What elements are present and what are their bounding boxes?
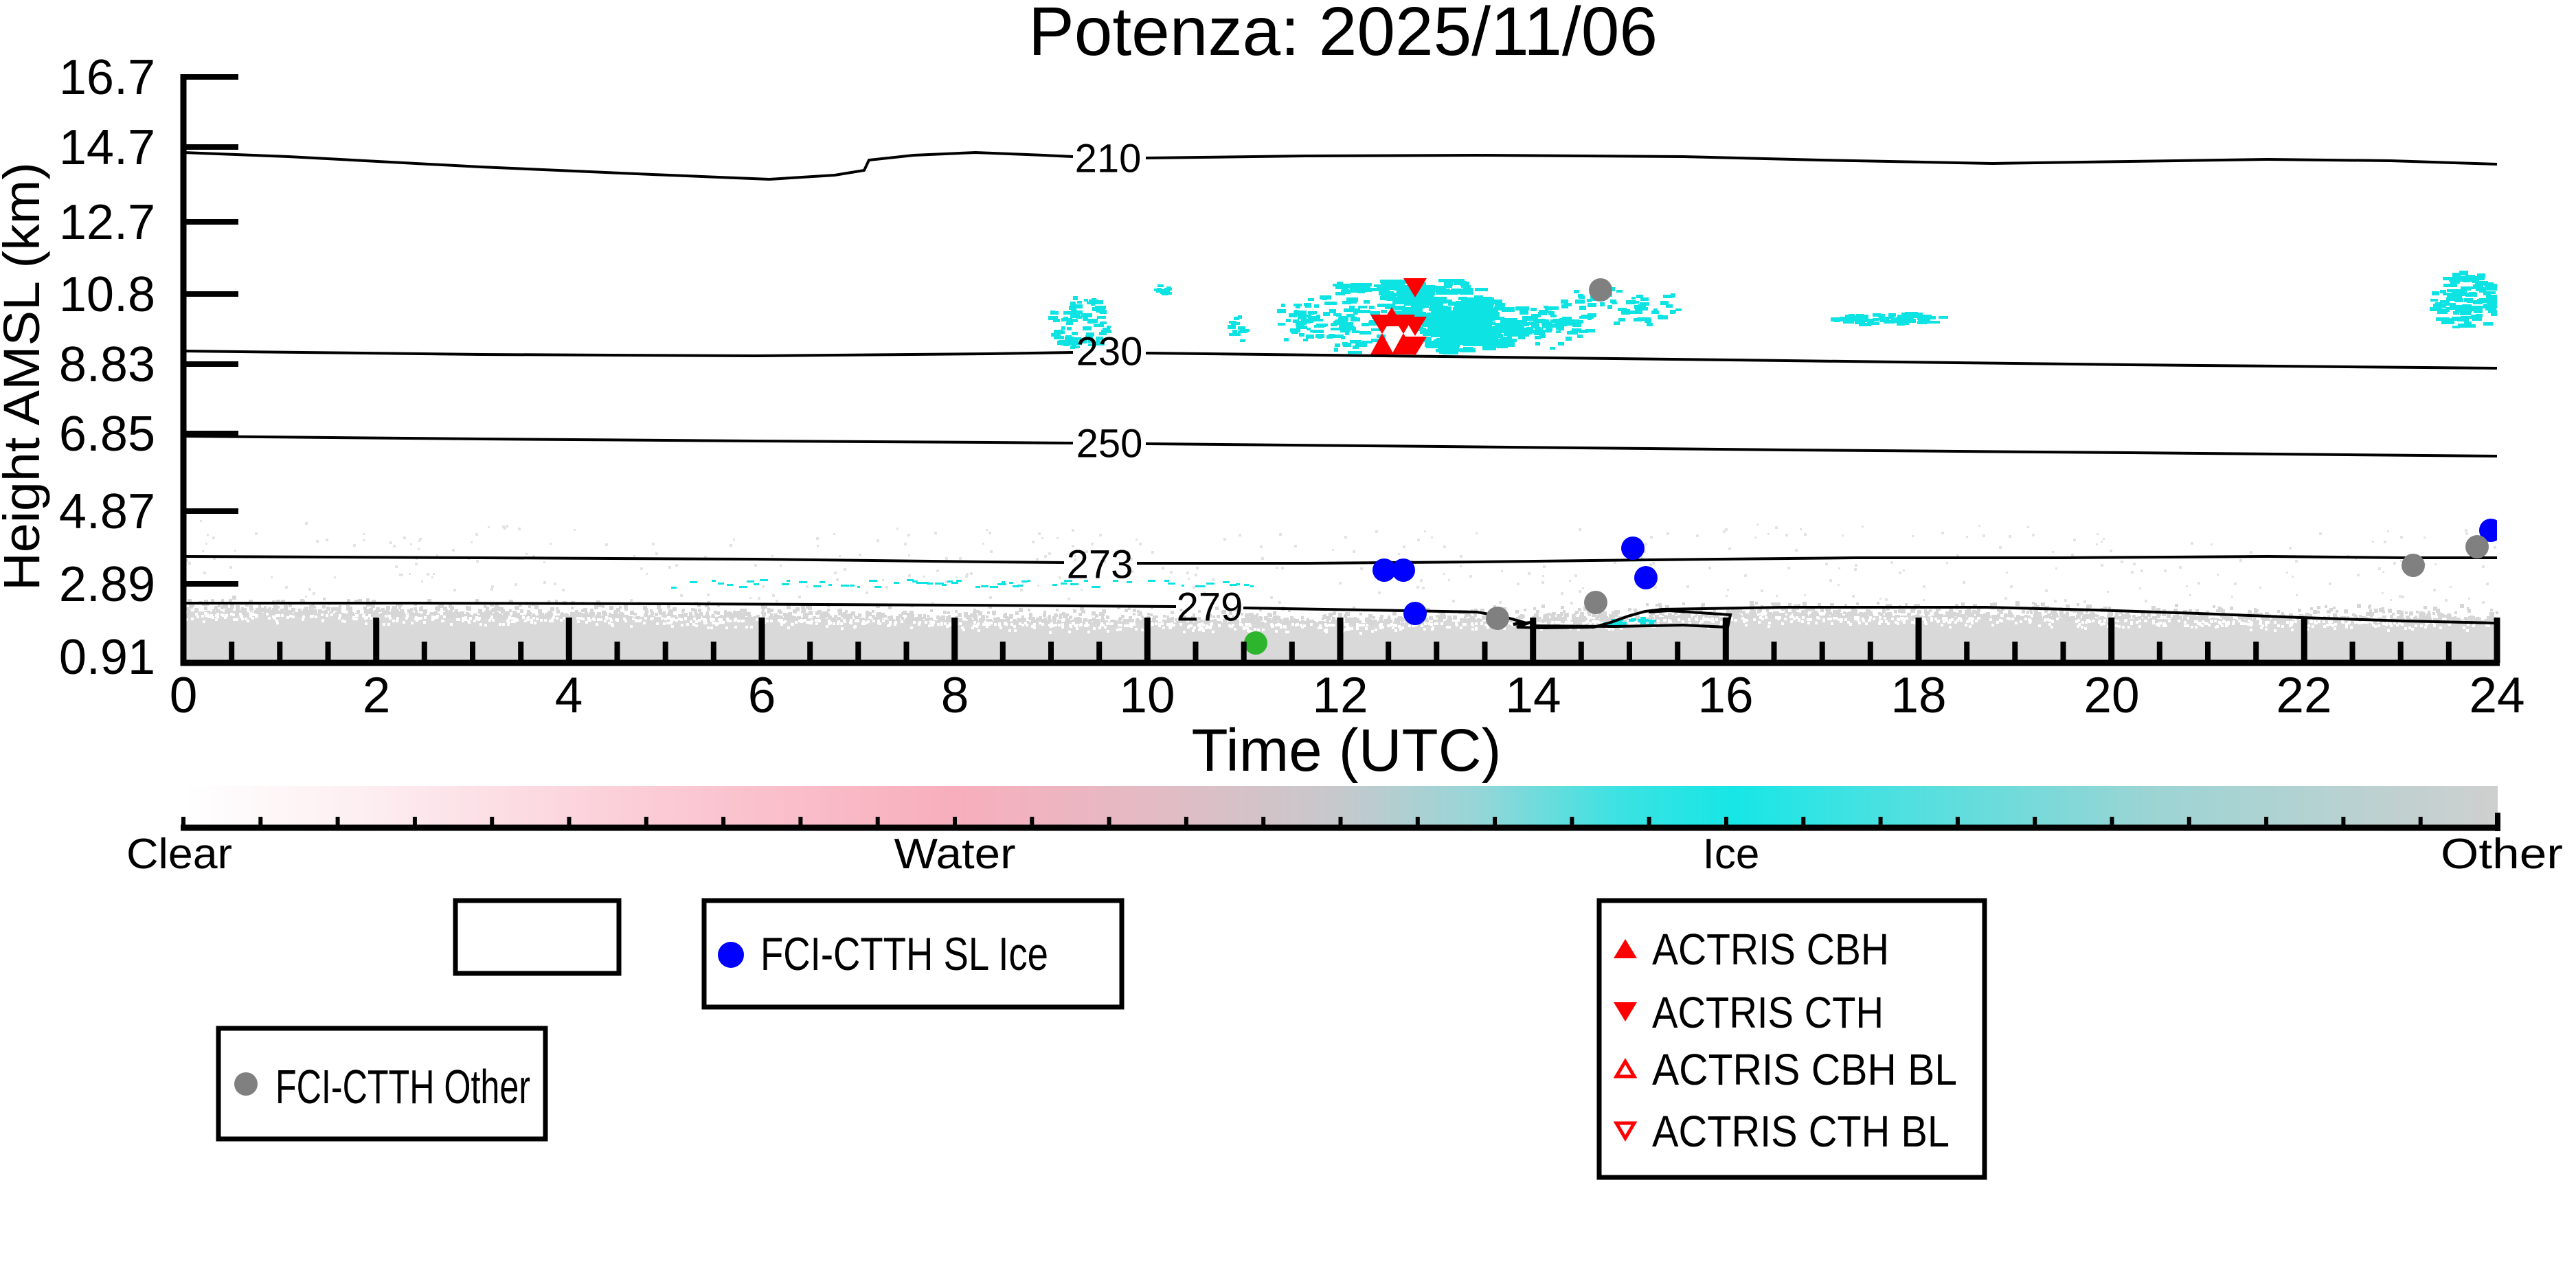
svg-text:250: 250 <box>1076 422 1143 466</box>
svg-text:0.91: 0.91 <box>59 630 155 685</box>
svg-text:ACTRIS CBH: ACTRIS CBH <box>1652 925 1889 974</box>
svg-text:0: 0 <box>170 668 198 723</box>
svg-text:210: 210 <box>1075 137 1142 181</box>
svg-text:18: 18 <box>1890 668 1946 723</box>
svg-text:FCI-CTTH Other: FCI-CTTH Other <box>275 1060 530 1114</box>
svg-text:6: 6 <box>748 668 776 723</box>
svg-text:20: 20 <box>2083 668 2139 723</box>
svg-text:4: 4 <box>555 668 583 723</box>
svg-text:8.83: 8.83 <box>59 337 155 392</box>
svg-text:10: 10 <box>1119 668 1175 723</box>
svg-text:4.87: 4.87 <box>59 484 155 539</box>
svg-text:10.8: 10.8 <box>59 267 155 322</box>
svg-text:Height AMSL (km): Height AMSL (km) <box>0 162 50 591</box>
svg-text:12.7: 12.7 <box>59 195 155 250</box>
svg-text:Time (UTC): Time (UTC) <box>1191 717 1501 784</box>
svg-text:ACTRIS CTH BL: ACTRIS CTH BL <box>1652 1107 1950 1156</box>
svg-text:12: 12 <box>1312 668 1368 723</box>
svg-text:24: 24 <box>2469 668 2524 723</box>
svg-text:16.7: 16.7 <box>59 50 155 105</box>
svg-text:273: 273 <box>1067 543 1133 587</box>
svg-text:ACTRIS CTH: ACTRIS CTH <box>1652 988 1884 1037</box>
svg-text:16: 16 <box>1697 668 1753 723</box>
svg-text:230: 230 <box>1076 330 1143 374</box>
svg-text:Other: Other <box>2441 831 2563 878</box>
svg-text:Water: Water <box>894 831 1016 878</box>
svg-text:8: 8 <box>941 668 969 723</box>
svg-text:6.85: 6.85 <box>59 407 155 462</box>
svg-text:Potenza: 2025/11/06: Potenza: 2025/11/06 <box>1028 0 1658 70</box>
svg-text:2.89: 2.89 <box>59 557 155 612</box>
svg-text:2: 2 <box>363 668 391 723</box>
svg-text:22: 22 <box>2276 668 2331 723</box>
svg-text:ACTRIS CBH BL: ACTRIS CBH BL <box>1652 1045 1957 1094</box>
svg-text:FCI-CTTH SL Ice: FCI-CTTH SL Ice <box>760 928 1048 980</box>
svg-text:14.7: 14.7 <box>59 120 155 175</box>
svg-text:Ice: Ice <box>1703 831 1760 878</box>
svg-text:14: 14 <box>1505 668 1561 723</box>
svg-text:Clear: Clear <box>126 831 232 878</box>
svg-text:279: 279 <box>1177 585 1243 630</box>
